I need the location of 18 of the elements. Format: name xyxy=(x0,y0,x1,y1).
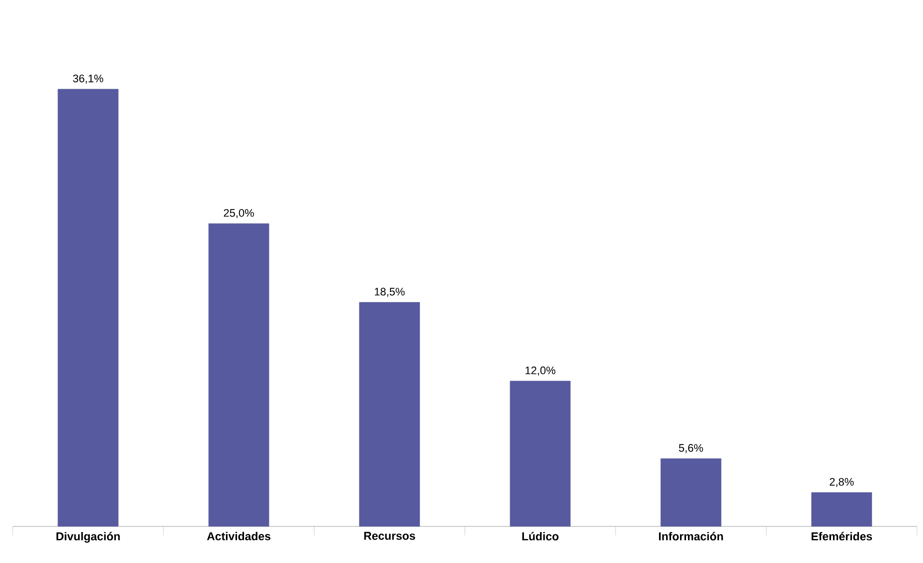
x-tick-label: Divulgación xyxy=(56,532,120,543)
data-label: 12,0% xyxy=(526,366,556,376)
data-label: 25,0% xyxy=(224,208,254,218)
bar xyxy=(208,223,270,526)
bar xyxy=(359,302,420,526)
x-tick-label: Efemérides xyxy=(812,532,872,540)
bar xyxy=(660,458,722,526)
x-tick-label: Información xyxy=(659,532,723,540)
bar xyxy=(510,380,571,526)
data-label: 36,1% xyxy=(73,74,104,84)
x-tick-label: Lúdico xyxy=(522,532,559,540)
data-label: 18,5% xyxy=(374,288,405,297)
bar xyxy=(58,88,118,526)
bar xyxy=(811,492,872,526)
data-label: 5,6% xyxy=(678,444,703,453)
x-tick-label: Actividades xyxy=(207,532,270,540)
data-label: 2,8% xyxy=(830,478,854,487)
x-tick-label: Recursos xyxy=(364,532,416,540)
